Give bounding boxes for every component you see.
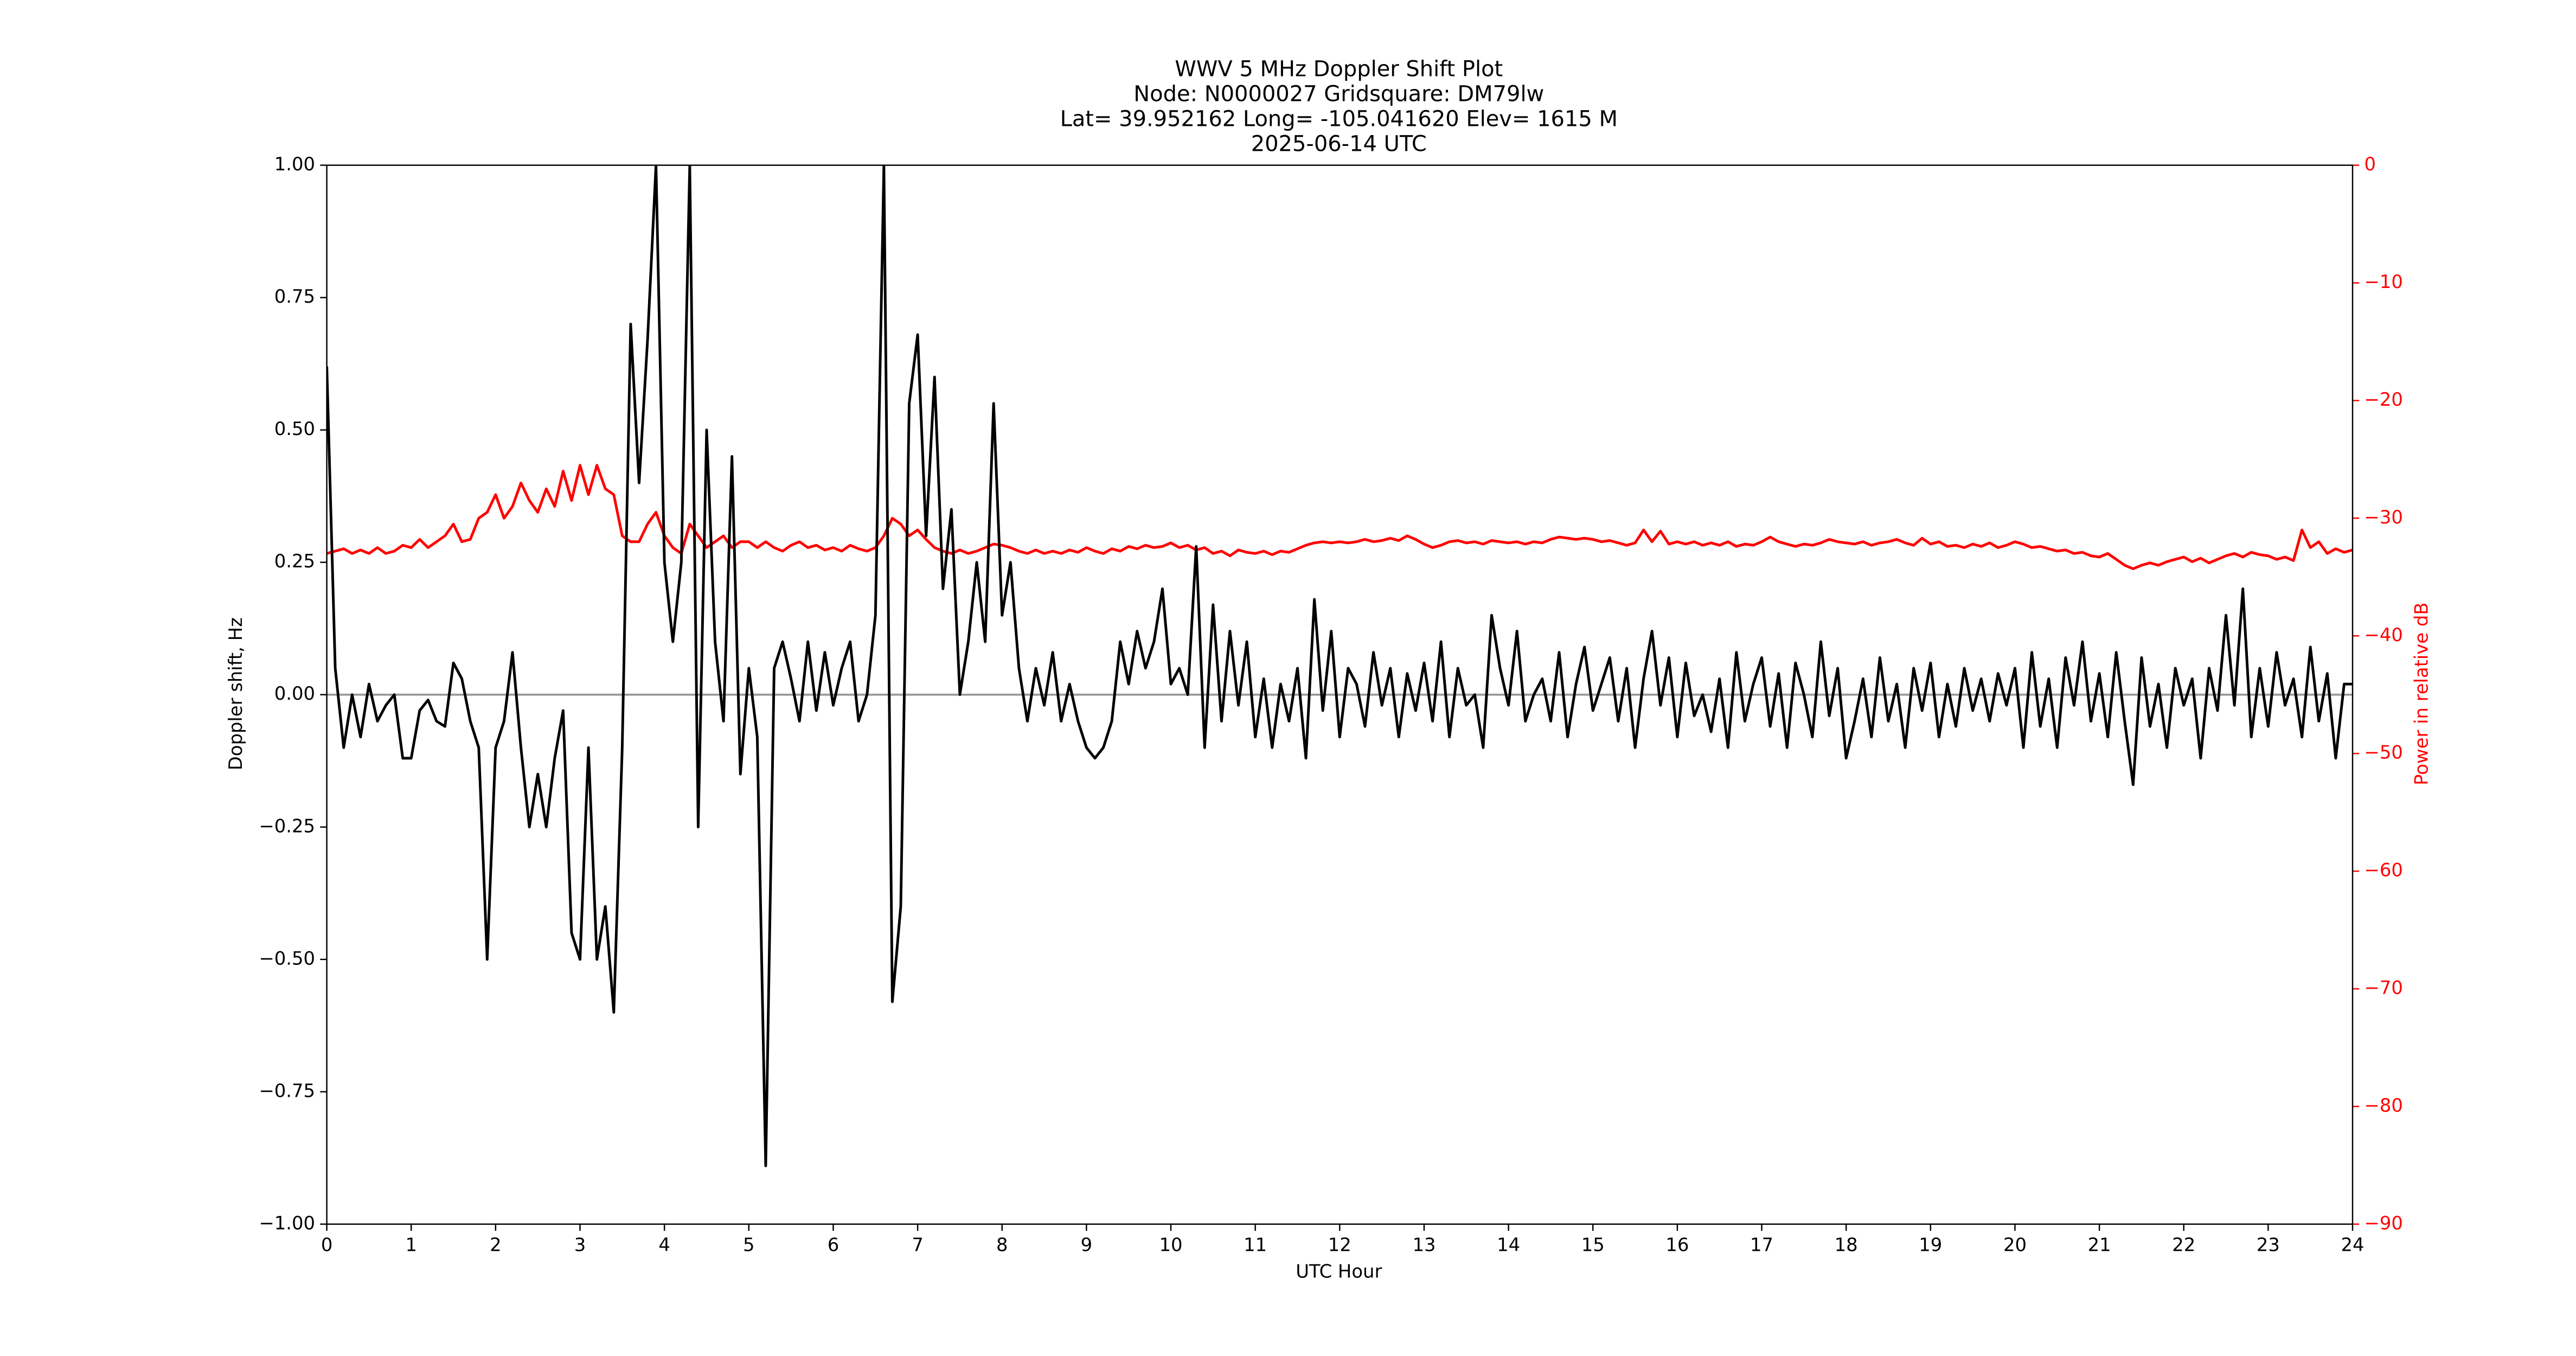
y-tick-label: 0.25 [274, 551, 315, 572]
x-tick-label: 22 [2172, 1234, 2195, 1255]
y2-tick-label: −80 [2364, 1095, 2403, 1116]
x-tick-label: 6 [828, 1234, 840, 1255]
y2-tick-label: −90 [2364, 1212, 2403, 1233]
y2-tick-label: −50 [2364, 742, 2403, 763]
x-tick-label: 15 [1581, 1234, 1605, 1255]
title-line: Lat= 39.952162 Long= -105.041620 Elev= 1… [1060, 107, 1618, 132]
title-line: Node: N0000027 Gridsquare: DM79lw [1133, 81, 1544, 106]
x-tick-label: 23 [2257, 1234, 2280, 1255]
x-tick-label: 7 [912, 1234, 924, 1255]
y-tick-label: −0.25 [259, 815, 315, 836]
y-tick-label: 1.00 [274, 153, 315, 175]
x-tick-label: 9 [1081, 1234, 1093, 1255]
y2-tick-label: −70 [2364, 977, 2403, 999]
x-tick-label: 8 [996, 1234, 1008, 1255]
y-tick-label: −0.75 [259, 1080, 315, 1101]
x-tick-label: 19 [1919, 1234, 1942, 1255]
x-tick-label: 5 [743, 1234, 755, 1255]
y-tick-label: −1.00 [259, 1212, 315, 1233]
x-tick-label: 17 [1750, 1234, 1773, 1255]
x-tick-label: 2 [490, 1234, 502, 1255]
x-tick-label: 0 [321, 1234, 333, 1255]
x-tick-label: 1 [405, 1234, 417, 1255]
y2-axis-label: Power in relative dB [2411, 603, 2432, 785]
y2-tick-label: −10 [2364, 271, 2403, 292]
x-axis-label: UTC Hour [1296, 1261, 1382, 1282]
y-axis-label: Doppler shift, Hz [225, 617, 246, 770]
y-tick-label: 0.75 [274, 286, 315, 307]
x-tick-label: 18 [1835, 1234, 1858, 1255]
x-tick-label: 3 [574, 1234, 586, 1255]
y2-tick-label: −60 [2364, 860, 2403, 881]
y-tick-label: 0.00 [274, 683, 315, 704]
plot-frame [326, 164, 2354, 1225]
title-line: 2025-06-14 UTC [1251, 132, 1427, 157]
x-tick-label: 20 [2003, 1234, 2027, 1255]
x-tick-label: 21 [2088, 1234, 2111, 1255]
y2-tick-label: 0 [2364, 153, 2376, 175]
series-line [326, 165, 2353, 1167]
y-tick-label: 0.50 [274, 418, 315, 439]
x-tick-label: 14 [1497, 1234, 1520, 1255]
y-tick-label: −0.50 [259, 948, 315, 969]
x-tick-label: 4 [658, 1234, 670, 1255]
x-tick-label: 16 [1665, 1234, 1689, 1255]
y2-tick-label: −40 [2364, 624, 2403, 645]
x-tick-label: 10 [1159, 1234, 1183, 1255]
x-tick-label: 11 [1244, 1234, 1267, 1255]
title-line: WWV 5 MHz Doppler Shift Plot [1175, 56, 1503, 81]
y2-tick-label: −20 [2364, 389, 2403, 410]
x-tick-label: 12 [1328, 1234, 1351, 1255]
x-tick-label: 24 [2341, 1234, 2364, 1255]
x-tick-label: 13 [1412, 1234, 1436, 1255]
y2-tick-label: −30 [2364, 507, 2403, 528]
